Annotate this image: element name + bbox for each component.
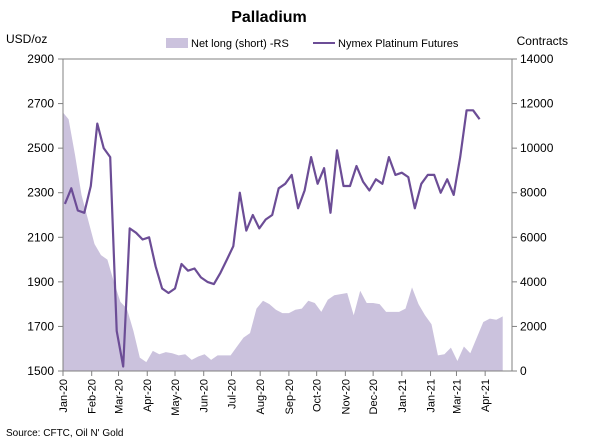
- right-tick-labels: 0 2000 4000 6000 8000 10000 12000 14000: [520, 52, 554, 378]
- line-series-platinum: [63, 109, 481, 368]
- left-tick-label: 2500: [27, 141, 54, 155]
- x-tick-label: Jan-21: [426, 379, 438, 413]
- x-tick-label: Jan-21: [397, 379, 409, 413]
- left-axis-label: USD/oz: [6, 32, 47, 46]
- x-tick-label: Aug-20: [255, 379, 267, 414]
- right-tick-label: 2000: [520, 319, 547, 333]
- x-tick-label: Mar-21: [451, 379, 463, 414]
- legend-label-platinum: Nymex Platinum Futures: [338, 38, 459, 50]
- left-tick-label: 2700: [27, 97, 54, 111]
- legend-label-net-long: Net long (short) -RS: [191, 38, 289, 50]
- right-tick-label: 12000: [520, 97, 554, 111]
- right-tick-label: 14000: [520, 52, 554, 66]
- right-tick-label: 4000: [520, 275, 547, 289]
- x-tick-label: Oct-20: [312, 379, 324, 412]
- right-tick-label: 10000: [520, 141, 554, 155]
- plot-frame: [62, 58, 513, 372]
- axes: [58, 58, 517, 376]
- left-tick-label: 1700: [27, 319, 54, 333]
- plot-area: 1500 1700 1900 2100 2300 2500 2700 2900 0 2000 40…: [27, 52, 553, 416]
- right-tick-label: 0: [520, 364, 527, 378]
- left-tick-label: 2300: [27, 186, 54, 200]
- x-tick-label: Feb-20: [87, 379, 99, 414]
- left-tick-label: 1500: [27, 364, 54, 378]
- legend-swatch-net-long: [166, 38, 188, 48]
- left-tick-labels: 1500 1700 1900 2100 2300 2500 2700 2900: [27, 52, 54, 378]
- left-tick-label: 2100: [27, 230, 54, 244]
- chart-title: Palladium: [231, 9, 307, 26]
- x-tick-label: Dec-20: [368, 379, 380, 414]
- right-axis-label: Contracts: [517, 34, 568, 48]
- x-tick-label: May-20: [170, 379, 182, 416]
- x-tick-label: Apr-20: [142, 379, 154, 412]
- right-tick-label: 6000: [520, 230, 547, 244]
- legend: Net long (short) -RS Nymex Platinum Futu…: [166, 38, 459, 50]
- x-tick-label: Mar-20: [114, 379, 126, 414]
- x-tick-labels: Jan-20 Feb-20 Mar-20 Apr-20 May-20 Jun-20 Jul-…: [58, 379, 492, 416]
- x-tick-label: Nov-20: [340, 379, 352, 414]
- x-tick-label: Apr-21: [480, 379, 492, 412]
- area-path-net-long: [63, 112, 503, 371]
- line-path-platinum: [63, 109, 481, 368]
- x-tick-label: Jun-20: [199, 379, 211, 413]
- x-tick-label: Jan-20: [58, 379, 70, 413]
- source-note: Source: CFTC, Oil N' Gold: [6, 428, 124, 439]
- area-series-net-long: [63, 112, 503, 371]
- x-tick-label: Sep-20: [284, 379, 296, 414]
- x-tick-label: Jul-20: [226, 379, 238, 409]
- left-tick-label: 2900: [27, 52, 54, 66]
- left-tick-label: 1900: [27, 275, 54, 289]
- right-tick-label: 8000: [520, 186, 547, 200]
